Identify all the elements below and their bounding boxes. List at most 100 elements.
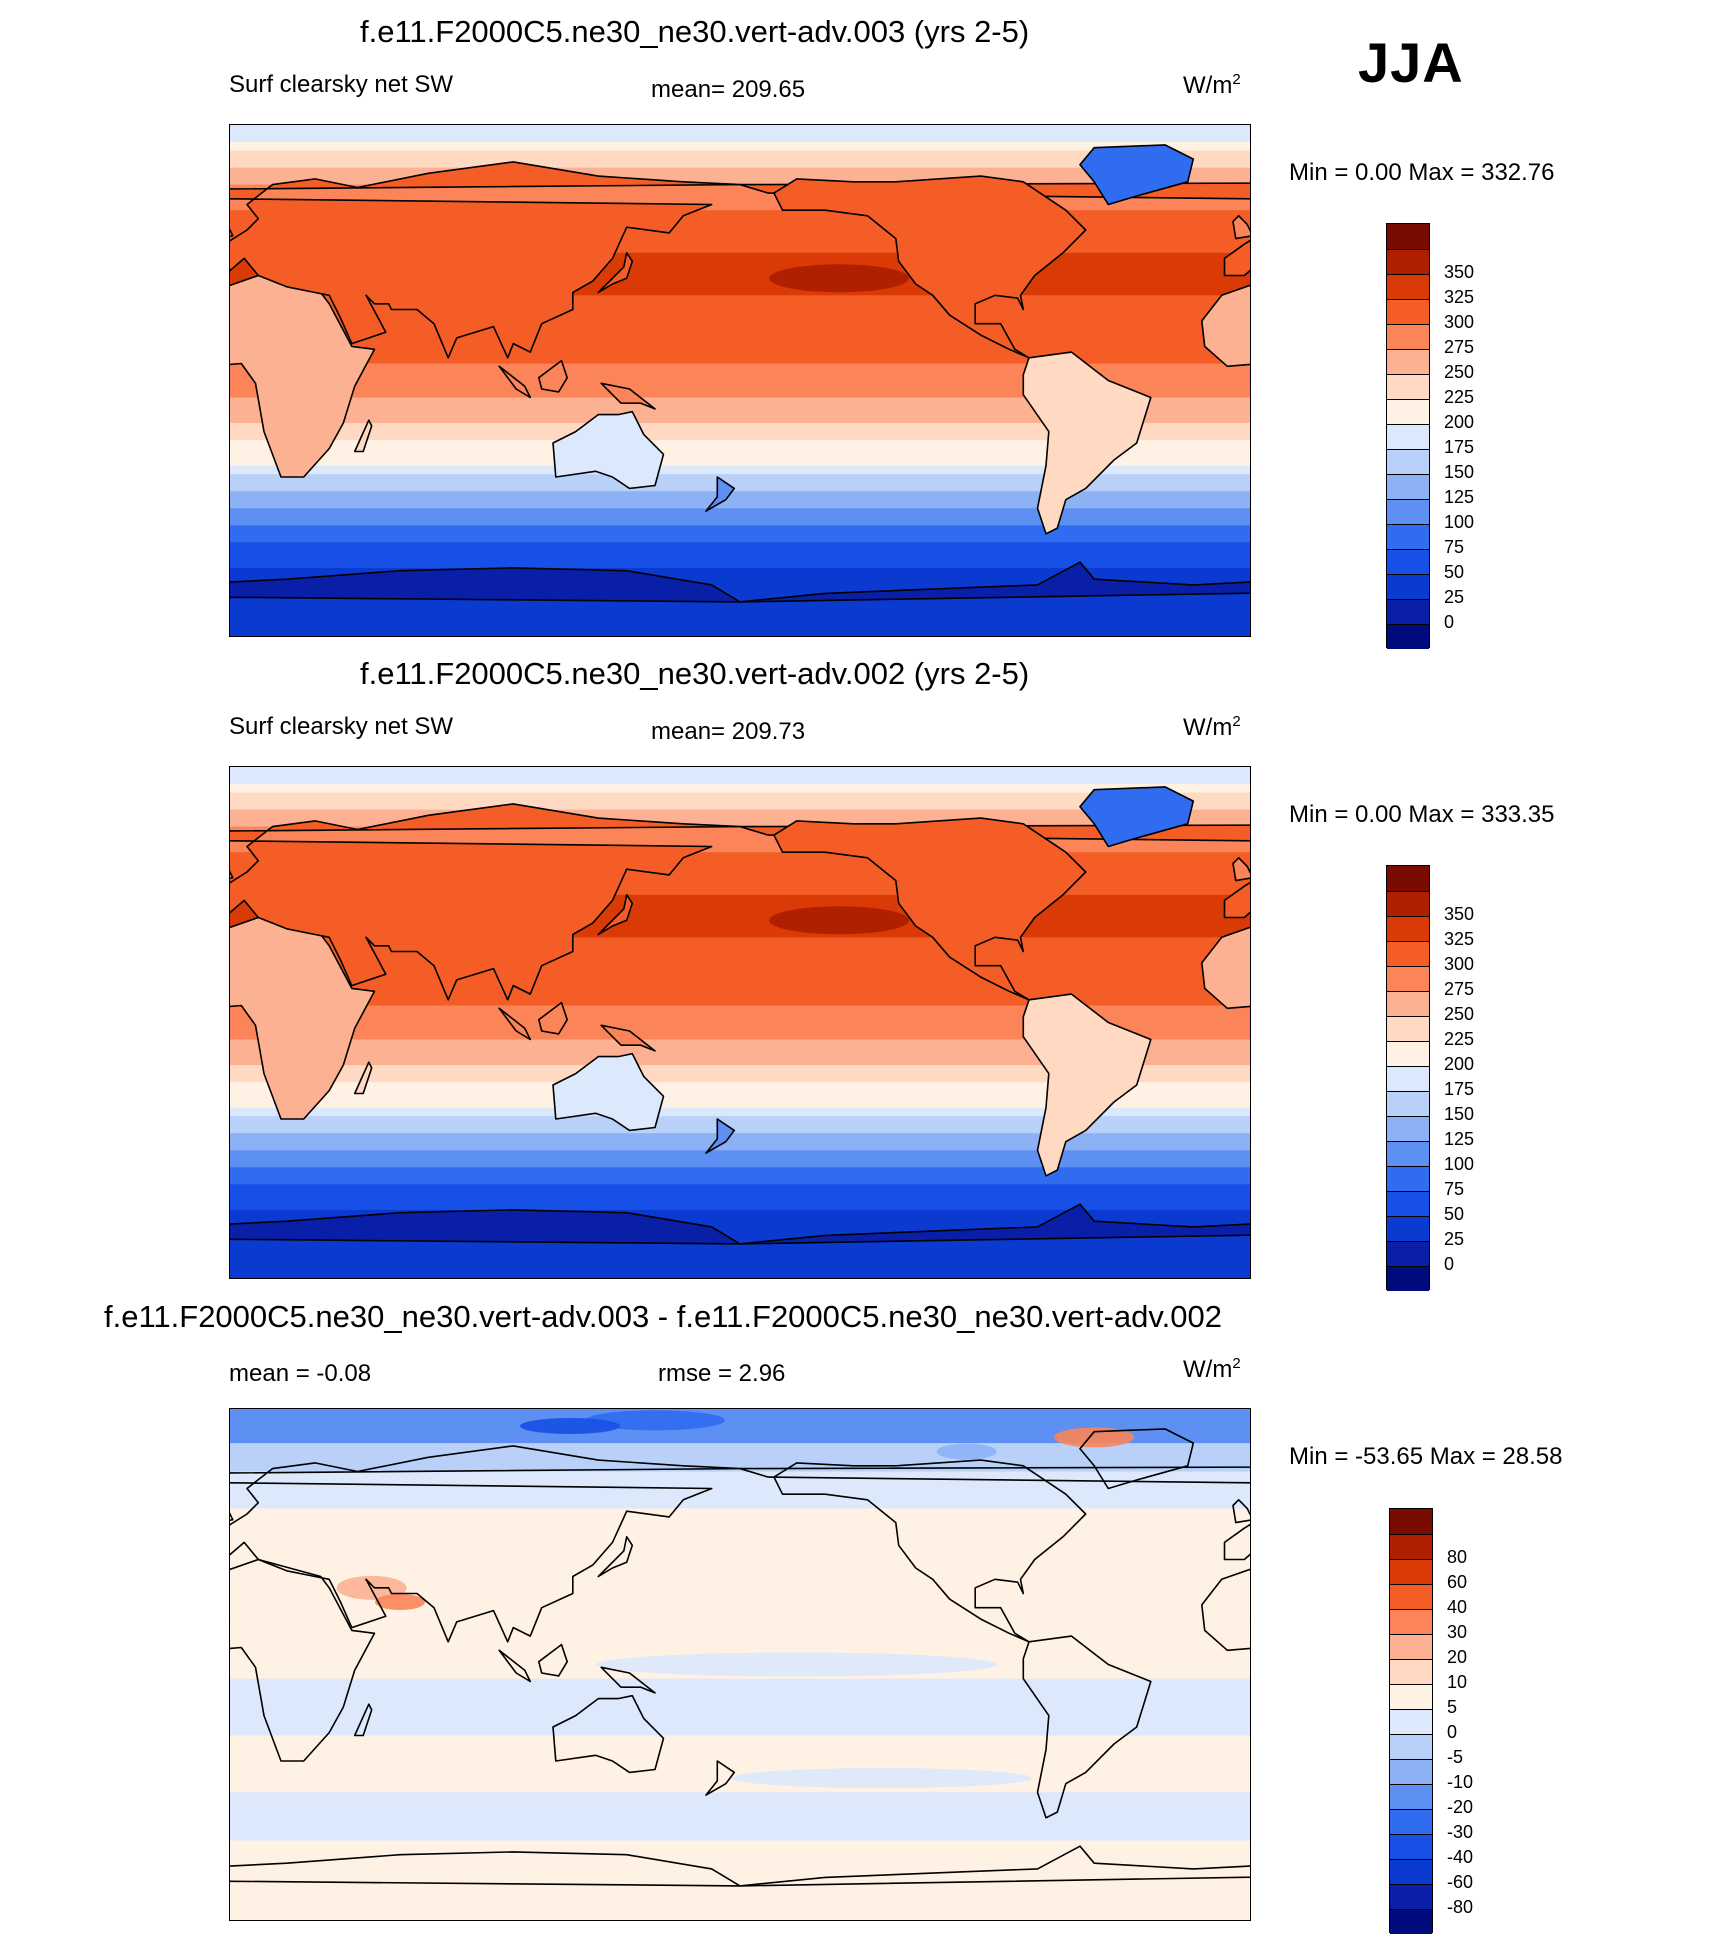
field-band (230, 576, 1250, 586)
colorbar-segment (1387, 499, 1429, 524)
panel-2-map (229, 766, 1251, 1279)
field-band (230, 937, 1250, 947)
field-band (230, 1107, 1250, 1117)
diff-anomaly-patch (375, 1594, 425, 1611)
colorbar-segment (1387, 224, 1429, 249)
diff-anomaly-patch (936, 1443, 997, 1460)
panel-2-minmax: Min = 0.00 Max = 333.35 (1289, 801, 1555, 828)
diff-band (230, 1735, 1250, 1793)
colorbar-segment (1387, 916, 1429, 941)
field-band (230, 860, 1250, 870)
colorbar-tick-label: 10 (1447, 1672, 1468, 1692)
field-band (230, 380, 1250, 390)
africa-outline (230, 1558, 376, 1762)
field-band (230, 1116, 1250, 1126)
field-band (230, 1065, 1250, 1075)
antarctica-outline (230, 1209, 741, 1245)
eurasia-outline (230, 803, 741, 1001)
colorbar-segment (1387, 966, 1429, 991)
colorbar-segment (1387, 1141, 1429, 1166)
field-band (230, 801, 1250, 811)
field-band (230, 389, 1250, 398)
field-band (230, 372, 1250, 381)
uk-outline (1232, 1499, 1250, 1524)
sumatra-outline (498, 1649, 532, 1683)
australia-outline (552, 1052, 665, 1132)
newguinea-outline (600, 382, 656, 410)
southamerica-outline (1022, 1635, 1152, 1819)
colorbar-segment (1387, 624, 1429, 649)
greenland-outline (1079, 1428, 1195, 1490)
field-band (230, 176, 1250, 186)
field-band (230, 244, 1250, 254)
colorbar-segment (1387, 866, 1429, 891)
field-band (230, 1039, 1250, 1049)
colorbar-tick-label: 175 (1444, 1079, 1475, 1099)
field-band (230, 1243, 1250, 1253)
units-exponent: 2 (1232, 1355, 1241, 1372)
colorbar-segment (1387, 1216, 1429, 1241)
colorbar-segment (1387, 991, 1429, 1016)
africa-outline (1200, 926, 1250, 1010)
panel-3-mean-label: mean = -0.08 (229, 1360, 372, 1387)
field-band (230, 1167, 1250, 1177)
panel-1-units: W/m2 (1183, 71, 1241, 100)
colorbar-tick-label: 225 (1444, 1029, 1475, 1049)
colorbar-segment (1387, 1241, 1429, 1266)
colorbar-tick-label: 125 (1444, 487, 1475, 507)
field-band (230, 295, 1250, 305)
field-band (230, 1022, 1250, 1032)
field-band (230, 184, 1250, 194)
japan-outline (597, 894, 634, 936)
colorbar-segment (1390, 1859, 1432, 1884)
colorbar-tick-label: 200 (1444, 412, 1475, 432)
colorbar-segment (1390, 1609, 1432, 1634)
field-band (230, 210, 1250, 220)
field-band (230, 1073, 1250, 1083)
field-band (230, 414, 1250, 424)
colorbar-segment (1387, 1066, 1429, 1091)
colorbar-segment (1390, 1534, 1432, 1559)
antarctica-outline (739, 561, 1250, 603)
colorbar-segment (1387, 1266, 1429, 1291)
colorbar-tick-label: -10 (1447, 1772, 1474, 1792)
colorbar-segment (1390, 1584, 1432, 1609)
colorbar-segment (1390, 1559, 1432, 1584)
colorbar-segment (1387, 399, 1429, 424)
colorbar-tick-label: -40 (1447, 1847, 1474, 1867)
field-band (230, 1175, 1250, 1185)
newzealand-outline (705, 1118, 736, 1154)
field-band (230, 499, 1250, 509)
colorbar-segment (1387, 449, 1429, 474)
field-band (230, 235, 1250, 245)
panel-3-map (229, 1408, 1251, 1921)
colorbar-segment (1387, 299, 1429, 324)
uk-outline (1232, 215, 1250, 240)
field-band (230, 337, 1250, 347)
panel-2-variable-label: Surf clearsky net SW (229, 713, 454, 740)
field-band (230, 1031, 1250, 1040)
field-band (230, 1252, 1250, 1262)
field-band (230, 852, 1250, 862)
panel-2-title: f.e11.F2000C5.ne30_ne30.vert-adv.002 (yr… (360, 656, 1030, 691)
eurasia-outline (230, 1445, 741, 1643)
field-band (230, 397, 1250, 407)
madagascar-outline (353, 419, 373, 453)
field-band (230, 1133, 1250, 1143)
field-band (230, 843, 1250, 853)
colorbar-segment (1387, 249, 1429, 274)
field-band (230, 320, 1250, 330)
colorbar-tick-label: 100 (1444, 1154, 1475, 1174)
colorbar-tick-label: 50 (1444, 1204, 1465, 1224)
colorbar-tick-label: 50 (1444, 562, 1465, 582)
diff-anomaly-patch (336, 1575, 407, 1600)
field-band (230, 1201, 1250, 1211)
field-band (230, 886, 1250, 896)
colorbar-tick-label: 275 (1444, 979, 1475, 999)
field-band (230, 1269, 1250, 1278)
colorbar-tick-label: 325 (1444, 929, 1475, 949)
colorbar-segment (1390, 1684, 1432, 1709)
field-band (230, 945, 1250, 955)
colorbar-segment (1387, 941, 1429, 966)
colorbar-segment (1387, 891, 1429, 916)
